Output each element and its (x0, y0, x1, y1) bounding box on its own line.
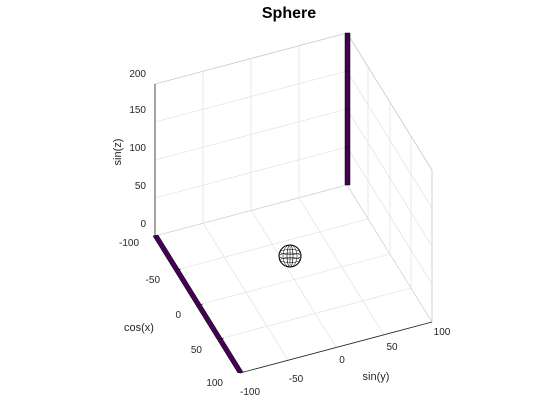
chart-title: Sphere (262, 5, 316, 22)
x-tick-labels: -100 -50 0 50 100 (119, 238, 223, 389)
y-tick-label: -50 (289, 374, 304, 385)
z-tick-label: 150 (129, 105, 146, 116)
z-tick-label: 50 (135, 181, 147, 192)
surface-objects (152, 32, 351, 374)
z-tick-label: 0 (140, 219, 146, 230)
y-tick-label: 0 (339, 355, 345, 366)
x-tick-label: 50 (191, 345, 203, 356)
x-tick-label: -100 (119, 238, 139, 249)
z-tick-label: 100 (129, 143, 146, 154)
grid-lines (154, 32, 433, 374)
z-axis-label: sin(z) (112, 139, 124, 166)
y-axis-line (239, 321, 433, 374)
x-tick-label: 100 (206, 378, 223, 389)
x-tick-label: 0 (175, 310, 181, 321)
z-tick-labels: 0 50 100 150 200 (129, 69, 146, 230)
y-tick-label: -100 (240, 387, 260, 398)
y-axis-label: sin(y) (363, 371, 390, 383)
y-tick-labels: -100 -50 0 50 100 (240, 327, 451, 398)
sphere (278, 244, 302, 268)
x-tick-label: -50 (146, 275, 161, 286)
axes (154, 84, 433, 374)
y-tick-label: 100 (434, 327, 451, 338)
y-tick-label: 50 (386, 342, 398, 353)
x-axis-label: cos(x) (124, 322, 154, 334)
z-tick-label: 200 (129, 69, 146, 80)
